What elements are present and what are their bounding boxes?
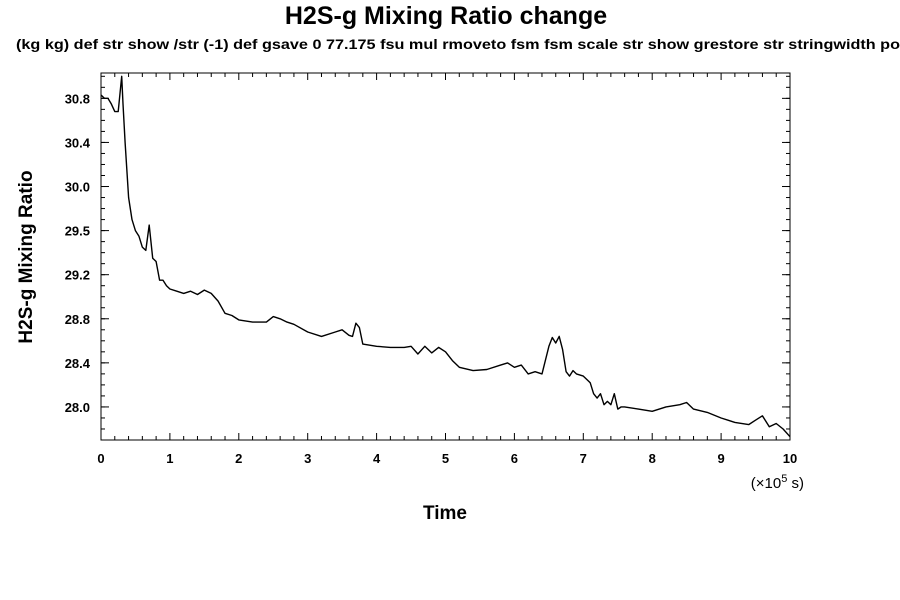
- y-tick-label: 30.4: [65, 135, 91, 150]
- y-tick-label: 29.5: [65, 224, 90, 239]
- x-tick-label: 1: [166, 451, 173, 466]
- chart-title: H2S-g Mixing Ratio change: [285, 2, 607, 30]
- y-tick-label: 30.0: [65, 180, 90, 195]
- x-tick-label: 4: [373, 451, 381, 466]
- y-tick-label: 29.2: [65, 268, 90, 283]
- x-unit-exponent: 5: [781, 473, 787, 485]
- x-tick-label: 9: [717, 451, 724, 466]
- x-tick-label: 2: [235, 451, 242, 466]
- y-tick-label: 30.8: [65, 91, 90, 106]
- x-tick-label: 8: [649, 451, 656, 466]
- y-tick-label: 28.8: [65, 312, 90, 327]
- y-axis-label: H2S-g Mixing Ratio: [16, 170, 37, 343]
- x-axis-unit: (×105 s): [751, 473, 804, 492]
- plot-frame: [100, 72, 791, 441]
- x-unit-prefix: (×10: [751, 475, 781, 492]
- x-axis: 0 1 2 3 4 5 6 7 8 9 10: [97, 73, 797, 466]
- plot-area: 0 1 2 3 4 5 6 7 8 9 10 28.0 28.4 28.8 29.2 29.5 30.0 30.…: [65, 72, 797, 466]
- x-tick-label: 5: [442, 451, 449, 466]
- x-axis-label: Time: [423, 503, 467, 524]
- x-tick-label: 7: [580, 451, 587, 466]
- x-tick-label: 3: [304, 451, 311, 466]
- x-tick-label: 6: [511, 451, 518, 466]
- chart-subtitle: (kg kg) def str show /str (-1) def gsave…: [16, 37, 900, 52]
- y-tick-label: 28.0: [65, 400, 90, 415]
- y-axis: 28.0 28.4 28.8 29.2 29.5 30.0 30.4 30.8: [65, 75, 790, 441]
- x-tick-label: 10: [783, 451, 797, 466]
- x-unit-suffix: s): [787, 475, 804, 492]
- x-tick-label: 0: [97, 451, 104, 466]
- series-line: [100, 75, 791, 438]
- y-tick-label: 28.4: [65, 356, 91, 371]
